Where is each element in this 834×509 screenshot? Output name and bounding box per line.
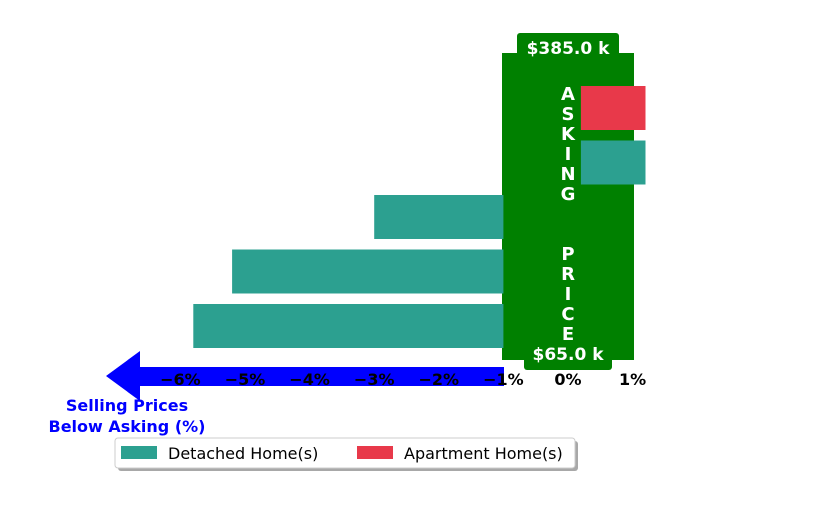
asking-price-letter: I bbox=[565, 284, 572, 305]
bar-detached-0 bbox=[580, 140, 646, 185]
top-price-label: $385.0 k bbox=[527, 39, 611, 59]
legend-swatch-detached bbox=[121, 446, 157, 459]
x-tick-label: −1% bbox=[483, 370, 524, 389]
x-axis-ticks: −6% −5% −4% −3% −2% −1% 0% 1% bbox=[160, 370, 646, 389]
asking-price-letter: R bbox=[561, 264, 575, 285]
asking-price-letter: N bbox=[560, 164, 575, 185]
x-tick-label: −3% bbox=[354, 370, 395, 389]
asking-price-letter: G bbox=[561, 184, 576, 205]
x-tick-label: −6% bbox=[160, 370, 201, 389]
asking-price-letter: C bbox=[561, 304, 574, 325]
x-tick-label: −5% bbox=[225, 370, 266, 389]
bottom-price-label: $65.0 k bbox=[533, 345, 605, 365]
x-tick-label: 1% bbox=[619, 370, 646, 389]
asking-price-letter: A bbox=[561, 84, 575, 105]
legend-label-detached: Detached Home(s) bbox=[168, 444, 318, 463]
bar-detached-3 bbox=[193, 304, 504, 348]
legend-swatch-apartment bbox=[357, 446, 393, 459]
x-tick-label: −4% bbox=[289, 370, 330, 389]
asking-price-letter: P bbox=[561, 244, 574, 265]
below-asking-arrow bbox=[106, 351, 504, 401]
x-tick-label: 0% bbox=[554, 370, 581, 389]
x-tick-label: −2% bbox=[419, 370, 460, 389]
legend-label-apartment: Apartment Home(s) bbox=[404, 444, 563, 463]
asking-price-letter: K bbox=[561, 124, 576, 145]
legend-box bbox=[114, 437, 576, 469]
bottom-price-badge bbox=[524, 341, 612, 370]
bar-detached-1 bbox=[374, 195, 504, 239]
bar-detached-2 bbox=[232, 249, 504, 294]
arrow-caption-line-1: Selling Prices bbox=[66, 396, 188, 415]
arrow-caption-line-2: Below Asking (%) bbox=[49, 417, 206, 436]
legend: Detached Home(s) Apartment Home(s) bbox=[114, 437, 578, 471]
bars-group bbox=[193, 86, 646, 348]
asking-price-letter: I bbox=[565, 144, 572, 165]
asking-price-letter: E bbox=[562, 324, 574, 345]
asking-price-letter: S bbox=[562, 104, 575, 125]
bar-apartment-0 bbox=[580, 86, 646, 130]
top-price-badge bbox=[517, 33, 619, 61]
